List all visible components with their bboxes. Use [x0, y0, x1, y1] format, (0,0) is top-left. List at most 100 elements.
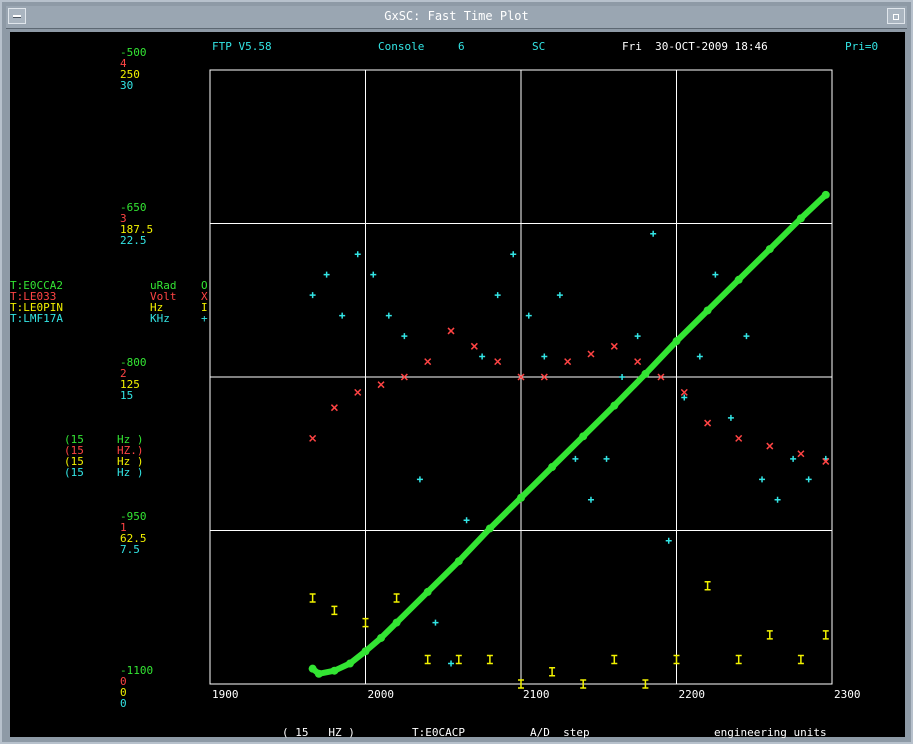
data-point — [392, 618, 401, 627]
data-point — [416, 476, 423, 483]
data-point — [510, 251, 517, 258]
data-point — [634, 358, 642, 366]
data-point — [642, 679, 649, 689]
data-point — [401, 333, 408, 340]
data-point — [579, 432, 588, 441]
data-point — [727, 414, 734, 421]
data-point — [821, 190, 830, 199]
data-point — [518, 679, 524, 689]
data-point — [610, 342, 618, 350]
data-point — [704, 581, 711, 591]
x-tick-label: 2100 — [523, 688, 550, 701]
data-point — [308, 664, 317, 673]
data-point — [400, 373, 408, 381]
maximize-icon[interactable] — [887, 8, 905, 24]
x-tick-label: 1900 — [212, 688, 239, 701]
data-point — [470, 342, 478, 350]
x-tick-label: 2200 — [679, 688, 706, 701]
data-point — [765, 245, 774, 254]
data-point — [362, 617, 369, 628]
data-point — [634, 333, 641, 340]
data-point — [796, 214, 805, 223]
data-point — [330, 666, 339, 675]
datetime-label: Fri 30-OCT-2009 18:46 — [622, 40, 768, 53]
data-point — [805, 476, 812, 483]
data-point — [790, 455, 797, 462]
data-point — [548, 463, 557, 472]
data-point — [494, 292, 501, 299]
window-title: GxSC: Fast Time Plot — [384, 9, 529, 23]
data-point — [759, 476, 766, 483]
title-bar[interactable]: GxSC: Fast Time Plot — [6, 6, 907, 29]
data-point — [580, 679, 587, 689]
priority-label: Pri=0 — [845, 40, 879, 53]
data-point — [774, 496, 781, 503]
data-point — [424, 358, 432, 366]
data-point — [657, 373, 665, 381]
data-point — [797, 654, 804, 665]
data-point — [517, 493, 525, 502]
data-point — [572, 455, 579, 462]
data-point — [463, 517, 470, 524]
footer-units: engineering units — [714, 726, 827, 739]
data-point — [673, 654, 680, 665]
data-point — [564, 358, 572, 366]
data-point — [735, 434, 743, 442]
data-point — [743, 333, 750, 340]
data-point — [377, 381, 385, 389]
series-line — [310, 192, 828, 677]
data-point — [525, 312, 532, 319]
data-point — [486, 654, 493, 665]
data-point — [822, 630, 829, 640]
data-point — [393, 593, 400, 603]
data-point — [556, 292, 563, 299]
data-point — [370, 271, 377, 278]
data-point — [385, 312, 392, 319]
data-point — [696, 353, 703, 360]
console-number: 6 — [458, 40, 465, 53]
data-point — [587, 496, 594, 503]
data-point — [517, 373, 525, 381]
window-menu-icon[interactable] — [8, 8, 26, 24]
data-point — [712, 271, 719, 278]
data-point — [680, 388, 688, 396]
data-point — [735, 654, 742, 665]
data-point — [479, 353, 486, 360]
data-point — [665, 537, 672, 544]
data-point — [377, 633, 386, 642]
data-point — [339, 312, 346, 319]
data-point — [309, 434, 317, 442]
data-point — [309, 593, 316, 603]
console-label: Console — [378, 40, 425, 53]
data-point — [323, 271, 330, 278]
data-point — [766, 442, 774, 450]
data-point — [354, 251, 361, 258]
data-point — [361, 647, 370, 656]
data-point — [309, 292, 316, 299]
plot-area[interactable]: 1900 2000 2100 2200 2300 — [10, 32, 905, 737]
data-point — [448, 660, 455, 667]
data-point — [587, 350, 595, 358]
data-point — [314, 669, 323, 678]
data-point — [650, 230, 657, 237]
data-point — [734, 275, 743, 284]
x-tick-label: 2000 — [368, 688, 395, 701]
data-point — [454, 557, 463, 566]
data-point — [703, 306, 712, 315]
data-point — [540, 373, 548, 381]
data-point — [424, 654, 431, 665]
plot-client-area: FTP V5.58 Console 6 SC Fri 30-OCT-2009 1… — [10, 32, 905, 739]
data-point — [766, 630, 773, 640]
data-point — [797, 450, 805, 458]
footer-rate: ( 15 HZ ) — [282, 726, 355, 739]
data-point — [704, 419, 712, 427]
data-point — [455, 654, 462, 665]
data-point — [549, 666, 556, 677]
data-point — [610, 401, 619, 410]
data-point — [423, 587, 432, 596]
footer-mode: A/D step — [530, 726, 590, 739]
sc-label: SC — [532, 40, 546, 53]
footer-device: T:E0CACP — [412, 726, 465, 739]
data-point — [447, 327, 455, 335]
